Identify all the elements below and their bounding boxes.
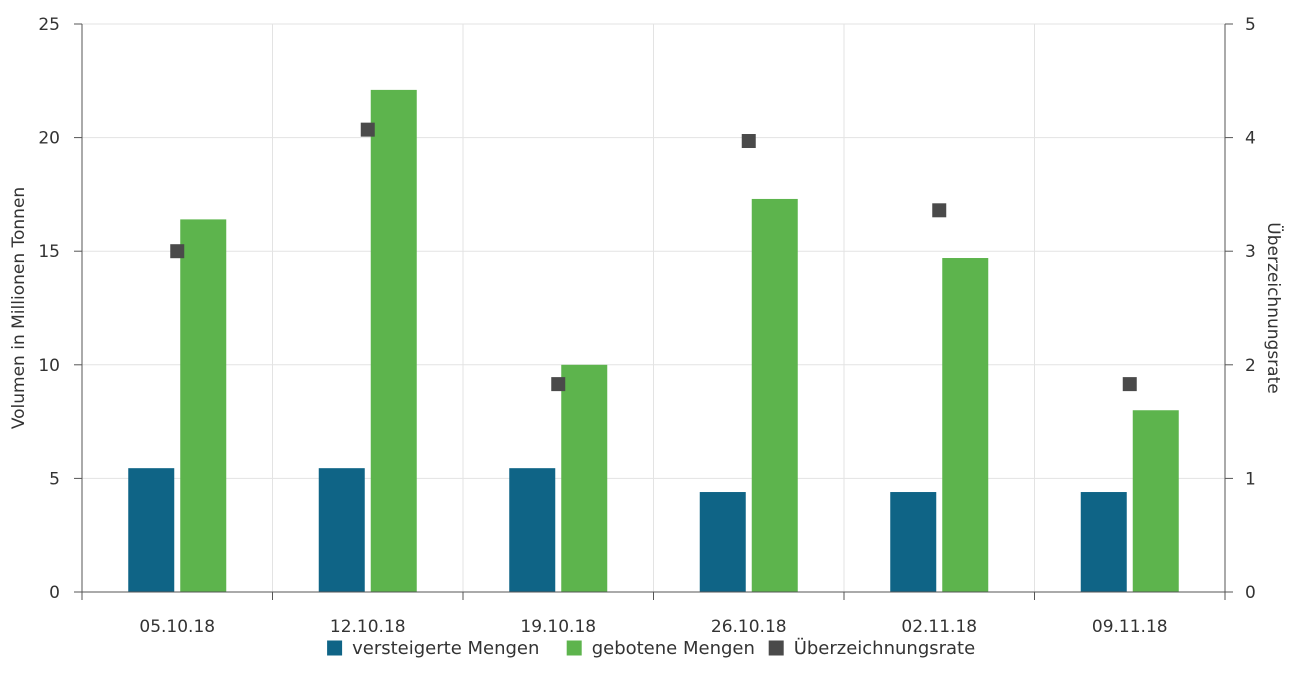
x-tick-label: 09.11.18 (1092, 617, 1168, 637)
y-tick-label-left: 15 (38, 242, 60, 262)
bar-gebotene-mengen (561, 364, 608, 592)
x-tick-label: 05.10.18 (139, 617, 215, 637)
point-ueberzeichnungsrate (1122, 377, 1137, 392)
legend-label: gebotene Mengen (592, 638, 755, 659)
point-layer (170, 122, 1137, 392)
y-tick-label-right: 0 (1245, 583, 1256, 603)
x-tick-label: 02.11.18 (901, 617, 977, 637)
bar-versteigerte-mengen (509, 468, 556, 592)
legend-swatch (566, 640, 582, 656)
x-tick-label: 12.10.18 (330, 617, 406, 637)
point-ueberzeichnungsrate (551, 377, 566, 392)
bar-versteigerte-mengen (318, 468, 365, 592)
y-tick-label-left: 0 (49, 583, 60, 603)
legend-swatch (768, 640, 784, 656)
bar-versteigerte-mengen (1080, 492, 1127, 592)
x-tick-label: 19.10.18 (520, 617, 596, 637)
point-ueberzeichnungsrate (360, 122, 375, 137)
x-tick-label: 26.10.18 (711, 617, 787, 637)
bar-versteigerte-mengen (890, 492, 937, 592)
y-tick-label-right: 4 (1245, 129, 1256, 149)
bar-versteigerte-mengen (128, 468, 175, 592)
y-axis-title-left: Volumen in Millionen Tonnen (9, 187, 29, 429)
y-axis-title-right: Überzeichnungsrate (1263, 222, 1285, 393)
bar-layer (128, 89, 1179, 592)
axis-layer: 0 5 10 15 20 25 0 1 2 3 4 5 05.10.18 12.10.18 19.10.18… (38, 15, 1255, 637)
legend-swatch (327, 640, 343, 656)
point-ueberzeichnungsrate (170, 244, 185, 259)
legend-label: Überzeichnungsrate (794, 637, 976, 659)
y-tick-label-left: 5 (49, 469, 60, 489)
y-tick-label-right: 3 (1245, 242, 1256, 262)
bar-gebotene-mengen (180, 219, 227, 592)
y-tick-label-left: 25 (38, 15, 60, 35)
bar-gebotene-mengen (370, 89, 417, 592)
point-ueberzeichnungsrate (741, 134, 756, 149)
bar-gebotene-mengen (942, 258, 989, 592)
y-tick-label-right: 5 (1245, 15, 1256, 35)
legend-label: versteigerte Mengen (352, 638, 539, 659)
grid-layer (82, 23, 1225, 592)
y-tick-label-left: 10 (38, 356, 60, 376)
y-tick-label-right: 1 (1245, 469, 1256, 489)
y-tick-label-left: 20 (38, 129, 60, 149)
legend: versteigerte Mengen gebotene Mengen Überze… (327, 637, 975, 659)
bar-versteigerte-mengen (699, 492, 746, 592)
point-ueberzeichnungsrate (932, 203, 947, 218)
y-tick-label-right: 2 (1245, 356, 1256, 376)
bar-gebotene-mengen (751, 198, 798, 592)
bar-gebotene-mengen (1132, 410, 1179, 592)
